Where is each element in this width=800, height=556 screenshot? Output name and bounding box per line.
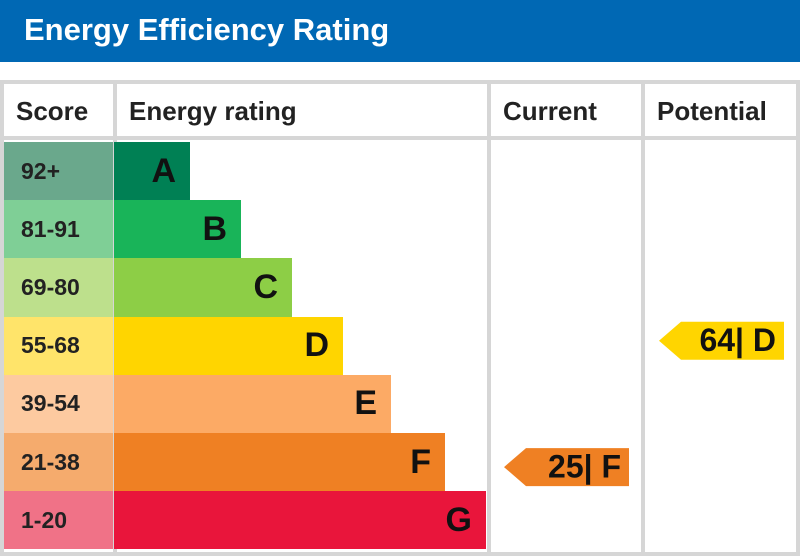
column-divider — [641, 84, 645, 552]
header-title: Energy Efficiency Rating — [0, 0, 800, 62]
rating-bar: A — [114, 142, 190, 201]
score-cell: 69-80 — [4, 258, 113, 317]
score-cell: 1-20 — [4, 491, 113, 550]
score-cell: 39-54 — [4, 374, 113, 433]
header-divider — [4, 136, 796, 140]
rating-bar: C — [114, 258, 292, 317]
column-header: Energy rating — [129, 96, 297, 126]
column-header: Potential — [657, 96, 767, 126]
column-header: Current — [503, 96, 597, 126]
rating-bar: D — [114, 316, 343, 375]
score-cell: 55-68 — [4, 316, 113, 375]
rating-bar: E — [114, 374, 391, 433]
rating-bar: G — [114, 491, 486, 550]
column-header: Score — [16, 96, 89, 126]
score-cell: 81-91 — [4, 200, 113, 259]
column-divider — [487, 84, 491, 552]
rating-bar: F — [114, 433, 445, 492]
rating-bar: B — [114, 200, 241, 259]
score-cell: 92+ — [4, 142, 113, 201]
table-frame — [0, 80, 800, 556]
score-cell: 21-38 — [4, 433, 113, 492]
